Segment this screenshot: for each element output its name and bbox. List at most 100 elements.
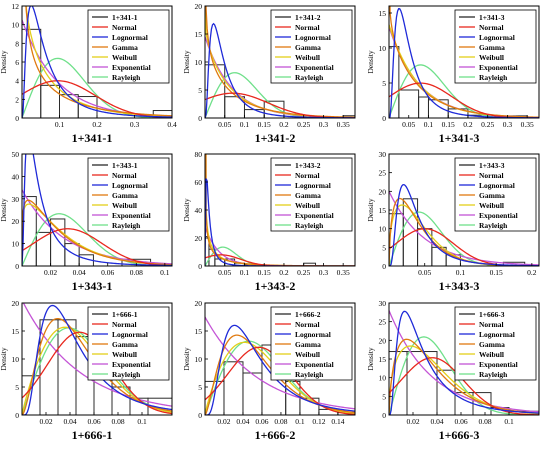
legend-entry: Exponential <box>275 360 334 369</box>
x-tick-label: 0.3 <box>319 120 329 129</box>
legend-label: Lognormal <box>295 181 331 190</box>
legend-entry: Gamma <box>275 43 321 52</box>
panel-1-666-1: 0 5 10 15 20 0.02 0.04 0.06 0.08 0.1 Density 1+666-… <box>0 299 173 442</box>
panel-1-343-2: 0 20 40 60 80 0.05 0.1 0.15 0.2 0.25 0.3 0.35 Densit… <box>182 150 356 293</box>
legend-entry: Rayleigh <box>275 73 324 82</box>
legend-label: Weibull <box>112 201 137 210</box>
y-tick-label: 0 <box>15 114 19 123</box>
x-tick-label: 0.1 <box>160 268 170 277</box>
histogram-bar <box>93 375 113 415</box>
legend-entry: Weibull <box>459 53 504 62</box>
legend-label: Normal <box>479 171 504 180</box>
x-tick-label: 0.06 <box>454 417 467 426</box>
x-tick-label: 0.2 <box>527 268 537 277</box>
x-tick-label: 0.05 <box>218 268 231 277</box>
x-tick-label: 0.2 <box>279 268 289 277</box>
legend-label: Lognormal <box>479 33 515 42</box>
legend-entry: Exponential <box>459 211 518 220</box>
legend-label: Gamma <box>479 43 505 52</box>
legend-label: Rayleigh <box>479 221 508 230</box>
legend-label: Gamma <box>295 191 321 200</box>
legend-entry: Rayleigh <box>92 221 141 230</box>
x-tick-label: 0.08 <box>274 417 287 426</box>
legend-entry: Lognormal <box>275 330 331 339</box>
y-tick-label: 0 <box>198 411 202 420</box>
y-axis-label: Density <box>182 347 191 371</box>
legend-entry: Rayleigh <box>459 73 508 82</box>
x-tick-label: 0.05 <box>418 268 431 277</box>
curve-gamma <box>389 338 539 415</box>
legend-label: Lognormal <box>112 181 148 190</box>
legend-label: Rayleigh <box>112 73 141 82</box>
legend-label: Gamma <box>295 340 321 349</box>
histogram-bar <box>40 84 60 118</box>
curve-exponential <box>22 303 172 407</box>
legend-entry: Normal <box>459 171 504 180</box>
legend-entry: Weibull <box>92 350 137 359</box>
y-tick-label: 10 <box>379 225 387 234</box>
legend-label: Exponential <box>295 211 334 220</box>
x-tick-label: 0.3 <box>319 268 329 277</box>
histogram-bar <box>223 361 244 415</box>
legend-label: Rayleigh <box>479 370 508 379</box>
x-tick-label: 0.02 <box>406 417 419 426</box>
y-tick-label: 5 <box>15 383 19 392</box>
legend-label: Weibull <box>295 201 320 210</box>
legend-entry: 1+666-2 <box>275 310 321 319</box>
panel-title: 1+666-3 <box>439 428 480 442</box>
legend-entry: Weibull <box>92 201 137 210</box>
x-tick-label: 0.2 <box>279 120 289 129</box>
histogram-bar <box>205 64 226 118</box>
axes-box <box>21 153 173 267</box>
y-axis-label: Density <box>182 50 191 74</box>
curve-normal <box>22 228 172 266</box>
legend-label: Normal <box>479 320 504 329</box>
legend-entry: Lognormal <box>92 181 148 190</box>
legend-label: Exponential <box>295 360 334 369</box>
legend-entry: Gamma <box>92 43 138 52</box>
curve-gamma <box>25 6 172 117</box>
legend-entry: Gamma <box>275 191 321 200</box>
x-tick-label: 0.12 <box>312 417 325 426</box>
y-axis-label: Density <box>366 198 375 222</box>
y-tick-label: 15 <box>379 9 387 18</box>
y-tick-label: 20 <box>195 234 203 243</box>
y-tick-label: 15 <box>379 355 387 364</box>
legend: 1+343-2NormalLognormalGammaWeibullExpone… <box>270 157 353 232</box>
legend-entry: Exponential <box>459 360 518 369</box>
legend-label: Gamma <box>112 43 138 52</box>
curve-lognormal <box>22 154 172 266</box>
y-tick-label: 2 <box>15 95 19 104</box>
histogram-bar <box>22 196 37 266</box>
legend: 1+341-2NormalLognormalGammaWeibullExpone… <box>270 9 353 84</box>
legend-label: Weibull <box>295 350 320 359</box>
x-tick-label: 0.3 <box>130 120 140 129</box>
legend-entry: Exponential <box>459 63 518 72</box>
legend-entry: 1+341-3 <box>459 13 505 22</box>
y-tick-label: 20 <box>379 336 387 345</box>
x-tick-label: 0.02 <box>39 417 52 426</box>
legend-entry: Rayleigh <box>275 370 324 379</box>
curve-normal <box>389 82 539 118</box>
x-tick-label: 0.06 <box>101 268 114 277</box>
y-axis-label: Density <box>182 198 191 222</box>
y-axis-label: Density <box>366 50 375 74</box>
panel-title: 1+343-3 <box>439 279 480 293</box>
legend-label: Exponential <box>295 63 334 72</box>
legend-entry: Normal <box>92 171 137 180</box>
y-tick-label: 6 <box>15 58 19 67</box>
legend-label: Weibull <box>112 350 137 359</box>
x-tick-label: 0.15 <box>258 268 271 277</box>
legend-entry: Gamma <box>459 191 505 200</box>
panel-title: 1+341-3 <box>439 131 480 145</box>
x-tick-label: 0.08 <box>111 417 124 426</box>
y-tick-label: 0 <box>198 114 202 123</box>
legend-entry: Weibull <box>275 53 320 62</box>
panel-title: 1+341-2 <box>255 131 296 145</box>
x-tick-label: 0.06 <box>87 417 100 426</box>
legend-entry: Normal <box>92 320 137 329</box>
legend-entry: 1+343-3 <box>459 161 505 170</box>
y-tick-label: 10 <box>195 58 203 67</box>
y-tick-label: 20 <box>195 299 203 308</box>
legend-label: Exponential <box>479 360 518 369</box>
